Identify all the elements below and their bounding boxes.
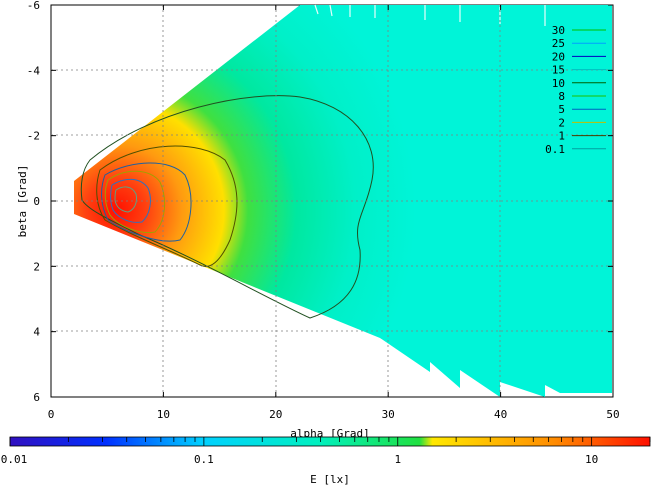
legend-label: 30 — [552, 24, 565, 37]
legend-label: 1 — [558, 130, 565, 143]
contour-0.1 — [80, 95, 374, 319]
contour-1 — [96, 145, 238, 267]
y-axis-label: beta [Grad] — [16, 165, 29, 238]
contour-10 — [114, 186, 137, 213]
legend-label: 15 — [552, 64, 565, 77]
colorbar-gradient — [9, 436, 651, 447]
contour-2 — [101, 162, 192, 242]
y-tick-label: -4 — [27, 64, 41, 77]
x-tick-label: 50 — [606, 408, 619, 421]
x-tick-label: 10 — [157, 408, 170, 421]
contour-8 — [110, 178, 151, 223]
y-tick-label: -2 — [27, 130, 40, 143]
colorbar-label: E [lx] — [310, 473, 350, 486]
legend-label: 0.1 — [545, 143, 565, 156]
legend-label: 2 — [558, 116, 565, 129]
y-tick-label: 0 — [33, 195, 40, 208]
y-tick-label: 4 — [33, 326, 40, 339]
legend-label: 20 — [552, 50, 565, 63]
x-tick-label: 40 — [494, 408, 507, 421]
x-tick-label: 30 — [382, 408, 395, 421]
legend-label: 5 — [558, 103, 565, 116]
x-tick-label: 20 — [269, 408, 282, 421]
contour-lines — [80, 95, 374, 319]
y-tick-label: 2 — [33, 260, 40, 273]
colorbar-tick-label: 0.1 — [194, 453, 214, 466]
y-tick-label: 6 — [33, 391, 40, 404]
y-tick-label: -6 — [27, 0, 40, 12]
colorbar-tick-label: 10 — [585, 453, 598, 466]
y-axis: -6 -4 -2 0 2 4 6 beta [Grad] — [16, 0, 613, 404]
contour-5 — [104, 170, 166, 234]
colorbar-tick-label: 1 — [394, 453, 401, 466]
legend-label: 25 — [552, 37, 565, 50]
colorbar-tick-label: 0.01 — [1, 453, 28, 466]
legend-label: 10 — [552, 77, 565, 90]
colorbar: 0.01 0.1 1 10 E [lx] — [1, 436, 651, 486]
x-tick-label: 0 — [48, 408, 55, 421]
grid-lines — [51, 5, 613, 397]
legend-label: 8 — [558, 90, 565, 103]
